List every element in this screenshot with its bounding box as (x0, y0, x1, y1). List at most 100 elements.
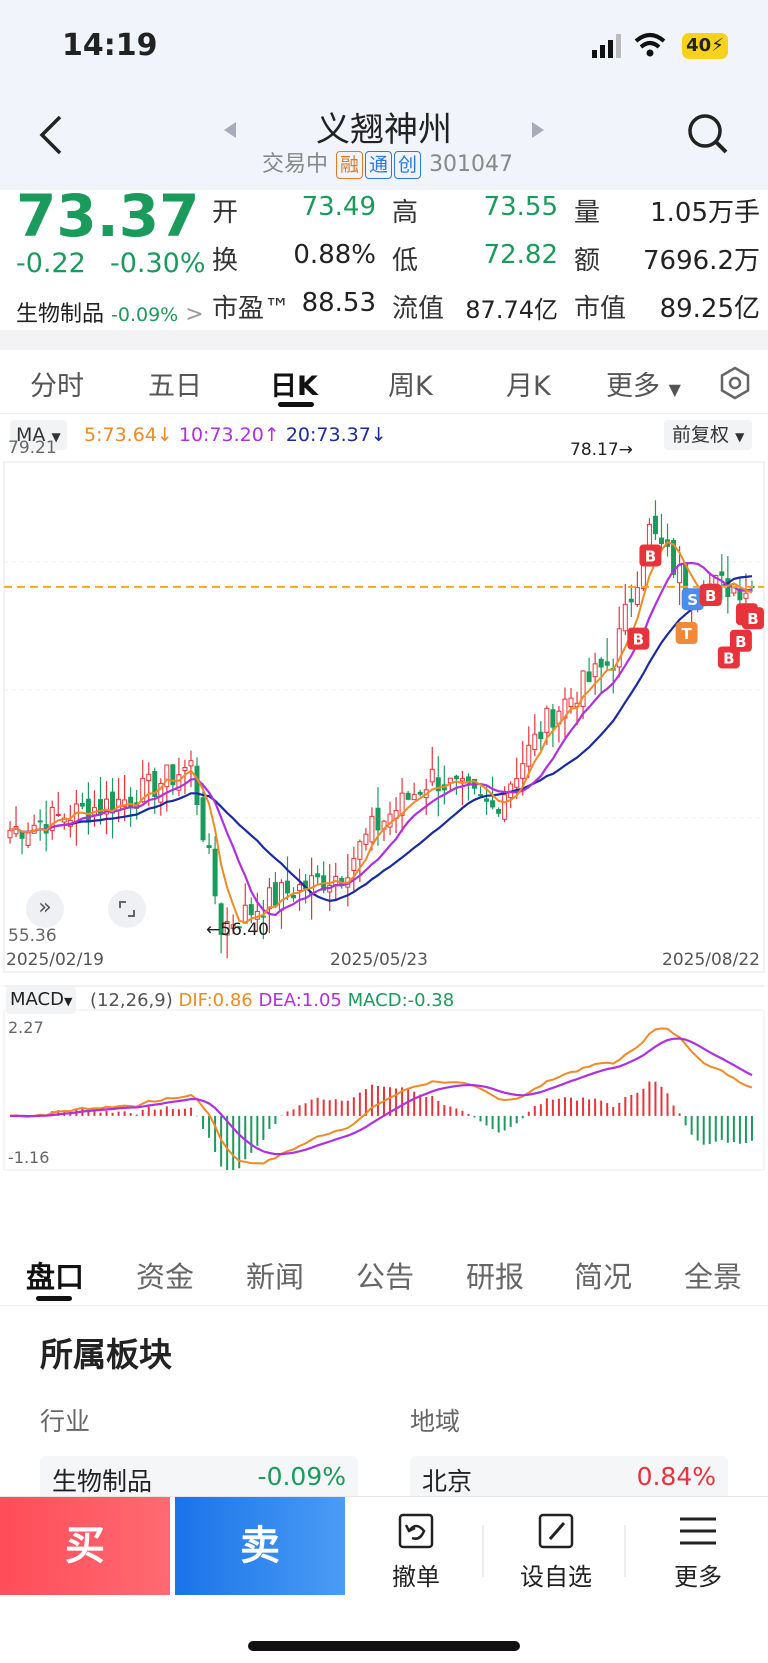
home-indicator (248, 1641, 520, 1651)
trade-marker-label: B (645, 547, 656, 565)
stock-name: 义翘神州 (316, 110, 452, 150)
candle-body (671, 539, 677, 575)
price-change-pct: -0.30% (110, 248, 206, 279)
prev-stock-icon[interactable] (222, 120, 238, 140)
open-label: 开 (212, 198, 239, 228)
candle-body (164, 764, 170, 788)
candle-body (592, 663, 598, 678)
volume-value: 1.05万手 (650, 198, 760, 228)
candle-body (104, 798, 110, 815)
candle-body (188, 760, 194, 767)
sell-button[interactable]: 卖 (175, 1497, 345, 1595)
candle-body (532, 733, 538, 751)
trade-marker (741, 607, 764, 630)
kline-chart[interactable]: MA ▼ 5:73.64↓ 10:73.20↑ 20:73.37↓ 前复权 ▼ … (0, 414, 768, 1240)
candle-body (122, 799, 128, 808)
quote-panel: 73.37 -0.22 -0.30% 生物制品 -0.09% > 开 73.49… (0, 182, 768, 330)
tab-intraday[interactable]: 分时 (30, 371, 84, 402)
market-cap-value: 89.25亿 (659, 294, 760, 324)
tab-more[interactable]: 更多 ▼ (606, 371, 681, 402)
float-cap-value: 87.74亿 (465, 296, 558, 324)
stock-subtitle: 交易中 融通创 301047 (262, 151, 514, 179)
low-label: 低 (392, 246, 419, 276)
candle-body (357, 841, 363, 860)
x-label-end: 2025/08/22 (662, 950, 760, 970)
candle-body (459, 778, 465, 782)
ma-selector[interactable]: MA ▼ (10, 420, 67, 450)
candle-body (502, 794, 508, 820)
tab-orderbook[interactable]: 盘口 (26, 1260, 85, 1294)
panel-title: 所属板块 (40, 1335, 172, 1374)
candle-body (266, 887, 272, 910)
tab-news[interactable]: 新闻 (246, 1260, 305, 1294)
candle-body (218, 903, 224, 935)
status-time: 14:19 (62, 28, 158, 63)
macd-selector[interactable]: MACD▼ (6, 986, 77, 1014)
add-watchlist-button[interactable]: 设自选 (496, 1511, 616, 1592)
sector-link[interactable]: 生物制品 -0.09% > (16, 302, 204, 327)
tab-indicator (278, 402, 314, 407)
tab-daily-k[interactable]: 日K (270, 371, 318, 402)
detail-tab-indicator (36, 1296, 72, 1301)
candle-body (604, 661, 610, 666)
ma10-value: 10:73.20 (178, 424, 264, 446)
candle-body (315, 873, 321, 878)
trade-marker-label: B (723, 649, 734, 667)
ma20-value: 20:73.37 (285, 424, 371, 446)
action-bar: 买 卖 撤单 设自选 更多 (0, 1496, 768, 1663)
volume-label: 量 (574, 198, 601, 228)
period-tabs: 分时 五日 日K 周K 月K 更多 ▼ (0, 350, 768, 414)
trade-marker (729, 629, 752, 652)
badge-chinext: 创 (394, 151, 422, 179)
adjust-selector[interactable]: 前复权 ▼ (664, 420, 753, 450)
dif-line (9, 1027, 753, 1165)
amount-label: 额 (574, 246, 601, 276)
dea-line (9, 1037, 753, 1156)
back-icon[interactable] (36, 114, 66, 156)
region-label: 地域 (410, 1407, 461, 1436)
tab-profile[interactable]: 简况 (574, 1260, 633, 1294)
trade-marker (717, 646, 740, 669)
trade-marker (675, 622, 698, 645)
fullscreen-icon[interactable] (108, 890, 146, 928)
trade-marker (639, 544, 662, 567)
candle-body (490, 800, 496, 808)
ma10-line (9, 561, 753, 917)
macd-frame (3, 1009, 765, 1171)
settings-icon[interactable] (718, 366, 752, 400)
divider (482, 1525, 484, 1577)
tab-funds[interactable]: 资金 (136, 1260, 195, 1294)
candle-body (37, 820, 43, 823)
tab-research[interactable]: 研报 (466, 1260, 525, 1294)
buy-button[interactable]: 买 (0, 1497, 170, 1595)
tab-announcements[interactable]: 公告 (356, 1260, 415, 1294)
candle-body (7, 829, 13, 839)
more-button[interactable]: 更多 (638, 1511, 758, 1592)
search-icon[interactable] (686, 112, 730, 156)
candle-body (737, 588, 743, 601)
tab-overview[interactable]: 全景 (684, 1260, 743, 1294)
chart-frame (3, 461, 765, 973)
next-stock-icon[interactable] (530, 120, 546, 140)
low-value: 72.82 (483, 240, 558, 270)
low-marker: ←56.40 (206, 920, 269, 940)
candle-body (435, 777, 441, 792)
candle-body (616, 628, 622, 668)
tab-monthly-k[interactable]: 月K (506, 371, 551, 402)
pe-label: 市盈™ (212, 294, 291, 324)
candle-body (212, 848, 218, 897)
trade-marker-label: B (735, 633, 746, 651)
cancel-order-button[interactable]: 撤单 (356, 1511, 476, 1592)
tab-five-day[interactable]: 五日 (148, 371, 202, 402)
menu-icon (680, 1517, 716, 1545)
candle-body (272, 882, 278, 906)
tab-weekly-k[interactable]: 周K (388, 371, 433, 402)
expand-icon[interactable]: » (26, 890, 64, 928)
candle-body (194, 765, 200, 805)
candle-body (284, 880, 290, 894)
candle-body (25, 832, 31, 846)
pe-value: 88.53 (301, 288, 376, 318)
candle-body (598, 658, 604, 668)
high-marker: 78.17→ (570, 440, 633, 460)
candle-body (496, 809, 502, 814)
